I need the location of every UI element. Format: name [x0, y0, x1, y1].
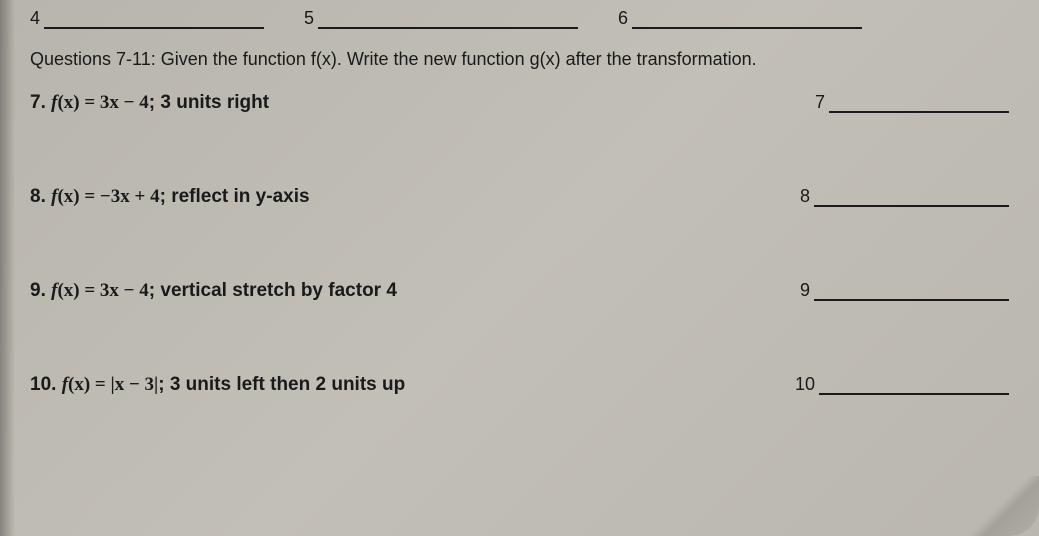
blank-line — [632, 27, 862, 29]
answer-blank-7: 7 — [815, 92, 1009, 113]
blank-line — [318, 27, 578, 29]
question-text: 10. f(x) = |x − 3| ; 3 units left then 2… — [30, 374, 405, 396]
function-expression: (x) = −3x + 4 — [57, 186, 159, 208]
instructions-text: Questions 7-11: Given the function f(x).… — [30, 49, 1009, 70]
question-row-9: 9. f(x) = 3x − 4 ; vertical stretch by f… — [30, 280, 1009, 302]
answer-line — [814, 299, 1009, 301]
worksheet-page: 4 5 6 Questions 7-11: Given the function f… — [0, 0, 1039, 396]
paper-curl — [959, 476, 1039, 536]
answer-number: 8 — [800, 186, 810, 207]
answer-number: 7 — [815, 92, 825, 113]
question-description: ; reflect in y-axis — [160, 186, 310, 208]
top-blank-number: 4 — [30, 8, 40, 29]
answer-number: 9 — [800, 280, 810, 301]
answer-blank-10: 10 — [795, 374, 1009, 395]
answer-blank-9: 9 — [800, 280, 1009, 301]
question-row-7: 7. f(x) = 3x − 4 ; 3 units right 7 — [30, 92, 1009, 114]
question-row-10: 10. f(x) = |x − 3| ; 3 units left then 2… — [30, 374, 1009, 396]
answer-blank-8: 8 — [800, 186, 1009, 207]
top-blank-row: 4 5 6 — [30, 0, 1009, 49]
function-expression: (x) = 3x − 4 — [57, 280, 148, 302]
top-blank-4: 4 — [30, 8, 264, 29]
function-expression: (x) = 3x − 4 — [57, 92, 148, 114]
question-description: ; vertical stretch by factor 4 — [149, 280, 397, 302]
answer-line — [829, 111, 1009, 113]
question-number: 7. — [30, 92, 51, 114]
question-row-8: 8. f(x) = −3x + 4 ; reflect in y-axis 8 — [30, 186, 1009, 208]
top-blank-number: 6 — [618, 8, 628, 29]
question-text: 9. f(x) = 3x − 4 ; vertical stretch by f… — [30, 280, 397, 302]
answer-line — [814, 205, 1009, 207]
question-text: 7. f(x) = 3x − 4 ; 3 units right — [30, 92, 269, 114]
blank-line — [44, 27, 264, 29]
answer-line — [819, 393, 1009, 395]
question-number: 8. — [30, 186, 51, 208]
top-blank-6: 6 — [618, 8, 862, 29]
top-blank-5: 5 — [304, 8, 578, 29]
question-text: 8. f(x) = −3x + 4 ; reflect in y-axis — [30, 186, 310, 208]
question-description: ; 3 units left then 2 units up — [158, 374, 405, 396]
question-number: 10. — [30, 374, 62, 396]
question-description: ; 3 units right — [149, 92, 269, 114]
function-expression: (x) = |x − 3| — [68, 374, 158, 396]
top-blank-number: 5 — [304, 8, 314, 29]
question-number: 9. — [30, 280, 51, 302]
answer-number: 10 — [795, 374, 815, 395]
